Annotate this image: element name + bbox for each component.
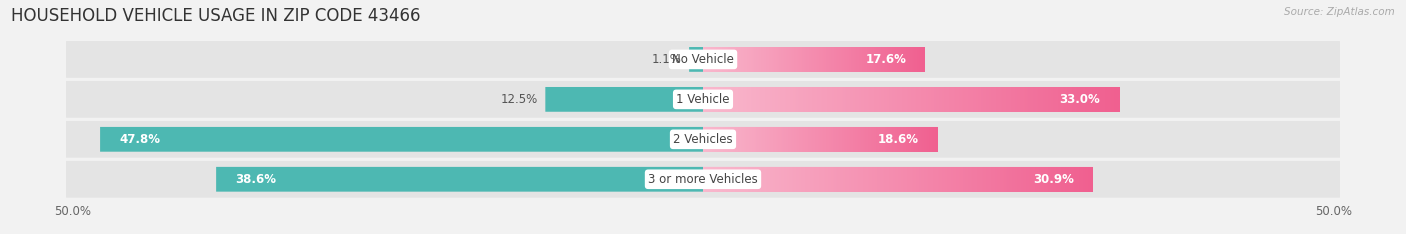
Text: 3 or more Vehicles: 3 or more Vehicles [648,173,758,186]
FancyBboxPatch shape [689,47,703,72]
Text: Source: ZipAtlas.com: Source: ZipAtlas.com [1284,7,1395,17]
Text: 12.5%: 12.5% [501,93,537,106]
Text: 1.1%: 1.1% [652,53,682,66]
FancyBboxPatch shape [703,127,938,152]
Text: 18.6%: 18.6% [877,133,918,146]
Text: No Vehicle: No Vehicle [672,53,734,66]
FancyBboxPatch shape [100,127,703,152]
Text: 1 Vehicle: 1 Vehicle [676,93,730,106]
FancyBboxPatch shape [217,167,703,192]
FancyBboxPatch shape [703,47,925,72]
FancyBboxPatch shape [703,167,1092,192]
FancyBboxPatch shape [66,121,1340,158]
Text: 30.9%: 30.9% [1033,173,1074,186]
Text: 33.0%: 33.0% [1060,93,1101,106]
Text: 47.8%: 47.8% [120,133,160,146]
FancyBboxPatch shape [66,41,1340,78]
FancyBboxPatch shape [546,87,703,112]
Text: 38.6%: 38.6% [235,173,276,186]
Text: 2 Vehicles: 2 Vehicles [673,133,733,146]
Text: HOUSEHOLD VEHICLE USAGE IN ZIP CODE 43466: HOUSEHOLD VEHICLE USAGE IN ZIP CODE 4346… [11,7,420,25]
FancyBboxPatch shape [66,161,1340,198]
Text: 17.6%: 17.6% [865,53,905,66]
FancyBboxPatch shape [703,87,1119,112]
FancyBboxPatch shape [66,81,1340,118]
